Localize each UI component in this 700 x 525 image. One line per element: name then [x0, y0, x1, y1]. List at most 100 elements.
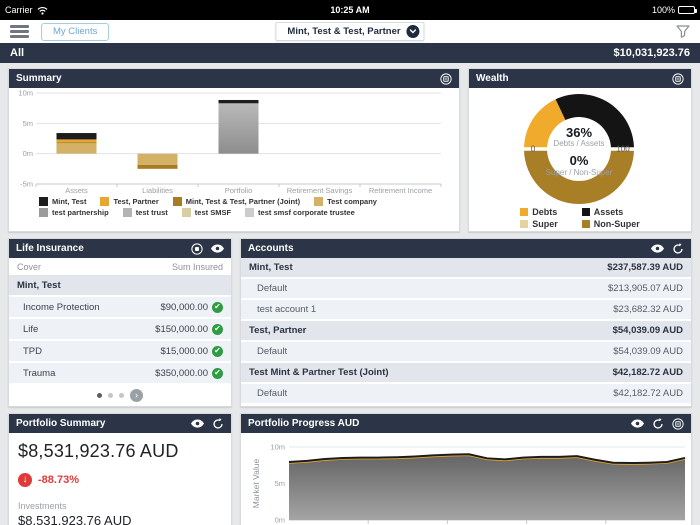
svg-text:10m: 10m	[18, 89, 33, 98]
svg-text:Market Value: Market Value	[251, 459, 261, 509]
down-arrow-icon: ↓	[18, 473, 32, 487]
eye-icon[interactable]	[651, 244, 664, 253]
life-insurance-row[interactable]: Trauma $350,000.00 ✔	[9, 363, 231, 383]
legend-item[interactable]: Debts	[520, 207, 558, 217]
portfolio-progress-panel: Portfolio Progress AUD 10m 5m 0m Market Val…	[240, 413, 692, 525]
portfolio-total-value: $8,531,923.76 AUD	[18, 441, 179, 461]
wealth-donut-chart: 0 100 36%Debts / Assets 0%Super / Non-Super	[523, 94, 635, 204]
total-bar: All $10,031,923.76	[0, 43, 700, 63]
account-group-row[interactable]: Test Mint & Partner Test (Joint) $42,182…	[241, 363, 691, 382]
collapse-panel-icon[interactable]	[672, 72, 684, 85]
refresh-icon[interactable]	[212, 418, 224, 430]
account-row[interactable]: Default $54,039.09 AUD	[241, 342, 691, 361]
refresh-icon[interactable]	[652, 418, 664, 430]
legend-item[interactable]: Assets	[581, 207, 640, 217]
legend-label: Debts	[532, 207, 558, 217]
svg-text:-5m: -5m	[20, 180, 33, 189]
collapse-panel-icon[interactable]	[672, 417, 684, 430]
svg-text:Super / Non-Super: Super / Non-Super	[546, 168, 613, 177]
circled-square-icon[interactable]	[191, 242, 203, 255]
legend-item[interactable]: test smsf corporate trustee	[245, 208, 355, 217]
my-clients-button[interactable]: My Clients	[41, 22, 110, 41]
svg-text:36%: 36%	[566, 125, 592, 140]
client-selector-dropdown[interactable]: Mint, Test & Test, Partner	[275, 22, 425, 41]
eye-icon[interactable]	[191, 419, 204, 428]
pager-dot[interactable]	[108, 393, 113, 398]
portfolio-summary-panel-header: Portfolio Summary	[9, 414, 231, 433]
wealth-panel: Wealth 0 100 36% Debts / Assets 0% Super / No…	[468, 68, 692, 232]
legend-label: Non-Super	[593, 219, 640, 229]
check-icon: ✔	[212, 345, 223, 357]
life-insurance-group-row[interactable]: Mint, Test	[9, 275, 231, 295]
legend-item[interactable]: test trust	[122, 208, 168, 217]
life-insurance-row[interactable]: TPD $15,000.00 ✔	[9, 341, 231, 361]
account-group-row[interactable]: Test, Partner $54,039.09 AUD	[241, 321, 691, 340]
portfolio-summary-panel: Portfolio Summary $8,531,923.76 AUD ↓ -8…	[8, 413, 232, 525]
svg-text:Debts / Assets: Debts / Assets	[553, 139, 604, 148]
sum-insured-column-header: Sum Insured	[171, 262, 223, 272]
pager-next-icon[interactable]: ›	[130, 389, 143, 402]
legend-label: Super	[532, 219, 558, 229]
legend-swatch	[100, 197, 110, 206]
legend-item[interactable]: Test, Partner	[100, 197, 159, 206]
legend-item[interactable]: test SMSF	[181, 208, 232, 217]
life-insurance-row[interactable]: Income Protection $90,000.00 ✔	[9, 297, 231, 317]
status-bar: Carrier 10:25 AM 100%	[0, 0, 700, 20]
life-insurance-panel: Life Insurance Cover Sum Insured Mint, T…	[8, 238, 232, 407]
legend-label: test SMSF	[194, 208, 232, 217]
portfolio-progress-area-chart: 10m 5m 0m Market Value	[251, 443, 686, 525]
account-row[interactable]: Default $213,905.07 AUD	[241, 279, 691, 298]
life-insurance-panel-title: Life Insurance	[16, 243, 84, 254]
legend-swatch	[181, 208, 191, 217]
legend-swatch	[39, 197, 48, 206]
wifi-icon	[37, 6, 47, 15]
legend-item[interactable]: test partnership	[39, 208, 109, 217]
status-time: 10:25 AM	[330, 5, 370, 15]
menu-icon[interactable]	[10, 25, 29, 38]
legend-swatch	[520, 208, 529, 216]
pager-dot[interactable]	[119, 393, 124, 398]
portfolio-progress-panel-title: Portfolio Progress AUD	[248, 418, 360, 429]
legend-item[interactable]: Mint, Test	[39, 197, 86, 206]
eye-icon[interactable]	[211, 244, 224, 253]
battery-icon	[678, 6, 697, 14]
pager-dot[interactable]	[97, 393, 102, 398]
portfolio-progress-panel-header: Portfolio Progress AUD	[241, 414, 691, 433]
nav-bar: My Clients Mint, Test & Test, Partner	[0, 20, 700, 43]
check-icon: ✔	[212, 323, 223, 335]
svg-text:0m: 0m	[275, 516, 285, 525]
svg-text:Portfolio: Portfolio	[225, 186, 253, 195]
legend-item[interactable]: Super	[520, 219, 558, 229]
svg-text:100: 100	[616, 145, 630, 154]
collapse-panel-icon[interactable]	[440, 72, 452, 85]
legend-item[interactable]: Non-Super	[581, 219, 640, 229]
legend-swatch	[581, 208, 590, 216]
legend-label: Mint, Test & Test, Partner (Joint)	[185, 197, 301, 206]
legend-item[interactable]: Test company	[314, 197, 377, 206]
life-insurance-row[interactable]: Life $150,000.00 ✔	[9, 319, 231, 339]
summary-panel: Summary 10m 5m 0m -5m Assets Liabilities Portf…	[8, 68, 460, 232]
account-group-row[interactable]: Mint, Test $237,587.39 AUD	[241, 258, 691, 277]
chevron-down-icon	[406, 25, 420, 38]
dashboard: Summary 10m 5m 0m -5m Assets Liabilities Portf…	[0, 63, 700, 525]
summary-panel-title: Summary	[16, 73, 62, 84]
scope-label: All	[10, 47, 25, 59]
filter-icon[interactable]	[676, 25, 690, 38]
cover-column-header: Cover	[17, 262, 42, 272]
refresh-icon[interactable]	[672, 243, 684, 255]
battery-percent-label: 100%	[651, 5, 675, 15]
account-row[interactable]: test account 1 $23,682.32 AUD	[241, 300, 691, 319]
summary-bar-chart: 10m 5m 0m -5m Assets Liabilities Portfolio Reti…	[18, 89, 442, 195]
wealth-panel-title: Wealth	[476, 73, 509, 84]
svg-text:Assets: Assets	[65, 186, 88, 195]
account-row[interactable]: Default $42,182.72 AUD	[241, 384, 691, 403]
svg-text:0m: 0m	[23, 149, 33, 158]
summary-panel-header: Summary	[9, 69, 459, 88]
eye-icon[interactable]	[631, 419, 644, 428]
svg-text:0: 0	[531, 145, 536, 154]
accounts-panel-header: Accounts	[241, 239, 691, 258]
legend-item[interactable]: Mint, Test & Test, Partner (Joint)	[172, 197, 301, 206]
accounts-panel-title: Accounts	[248, 243, 294, 254]
investments-value: $8,531,923.76 AUD	[18, 513, 132, 525]
svg-text:0%: 0%	[570, 153, 589, 168]
